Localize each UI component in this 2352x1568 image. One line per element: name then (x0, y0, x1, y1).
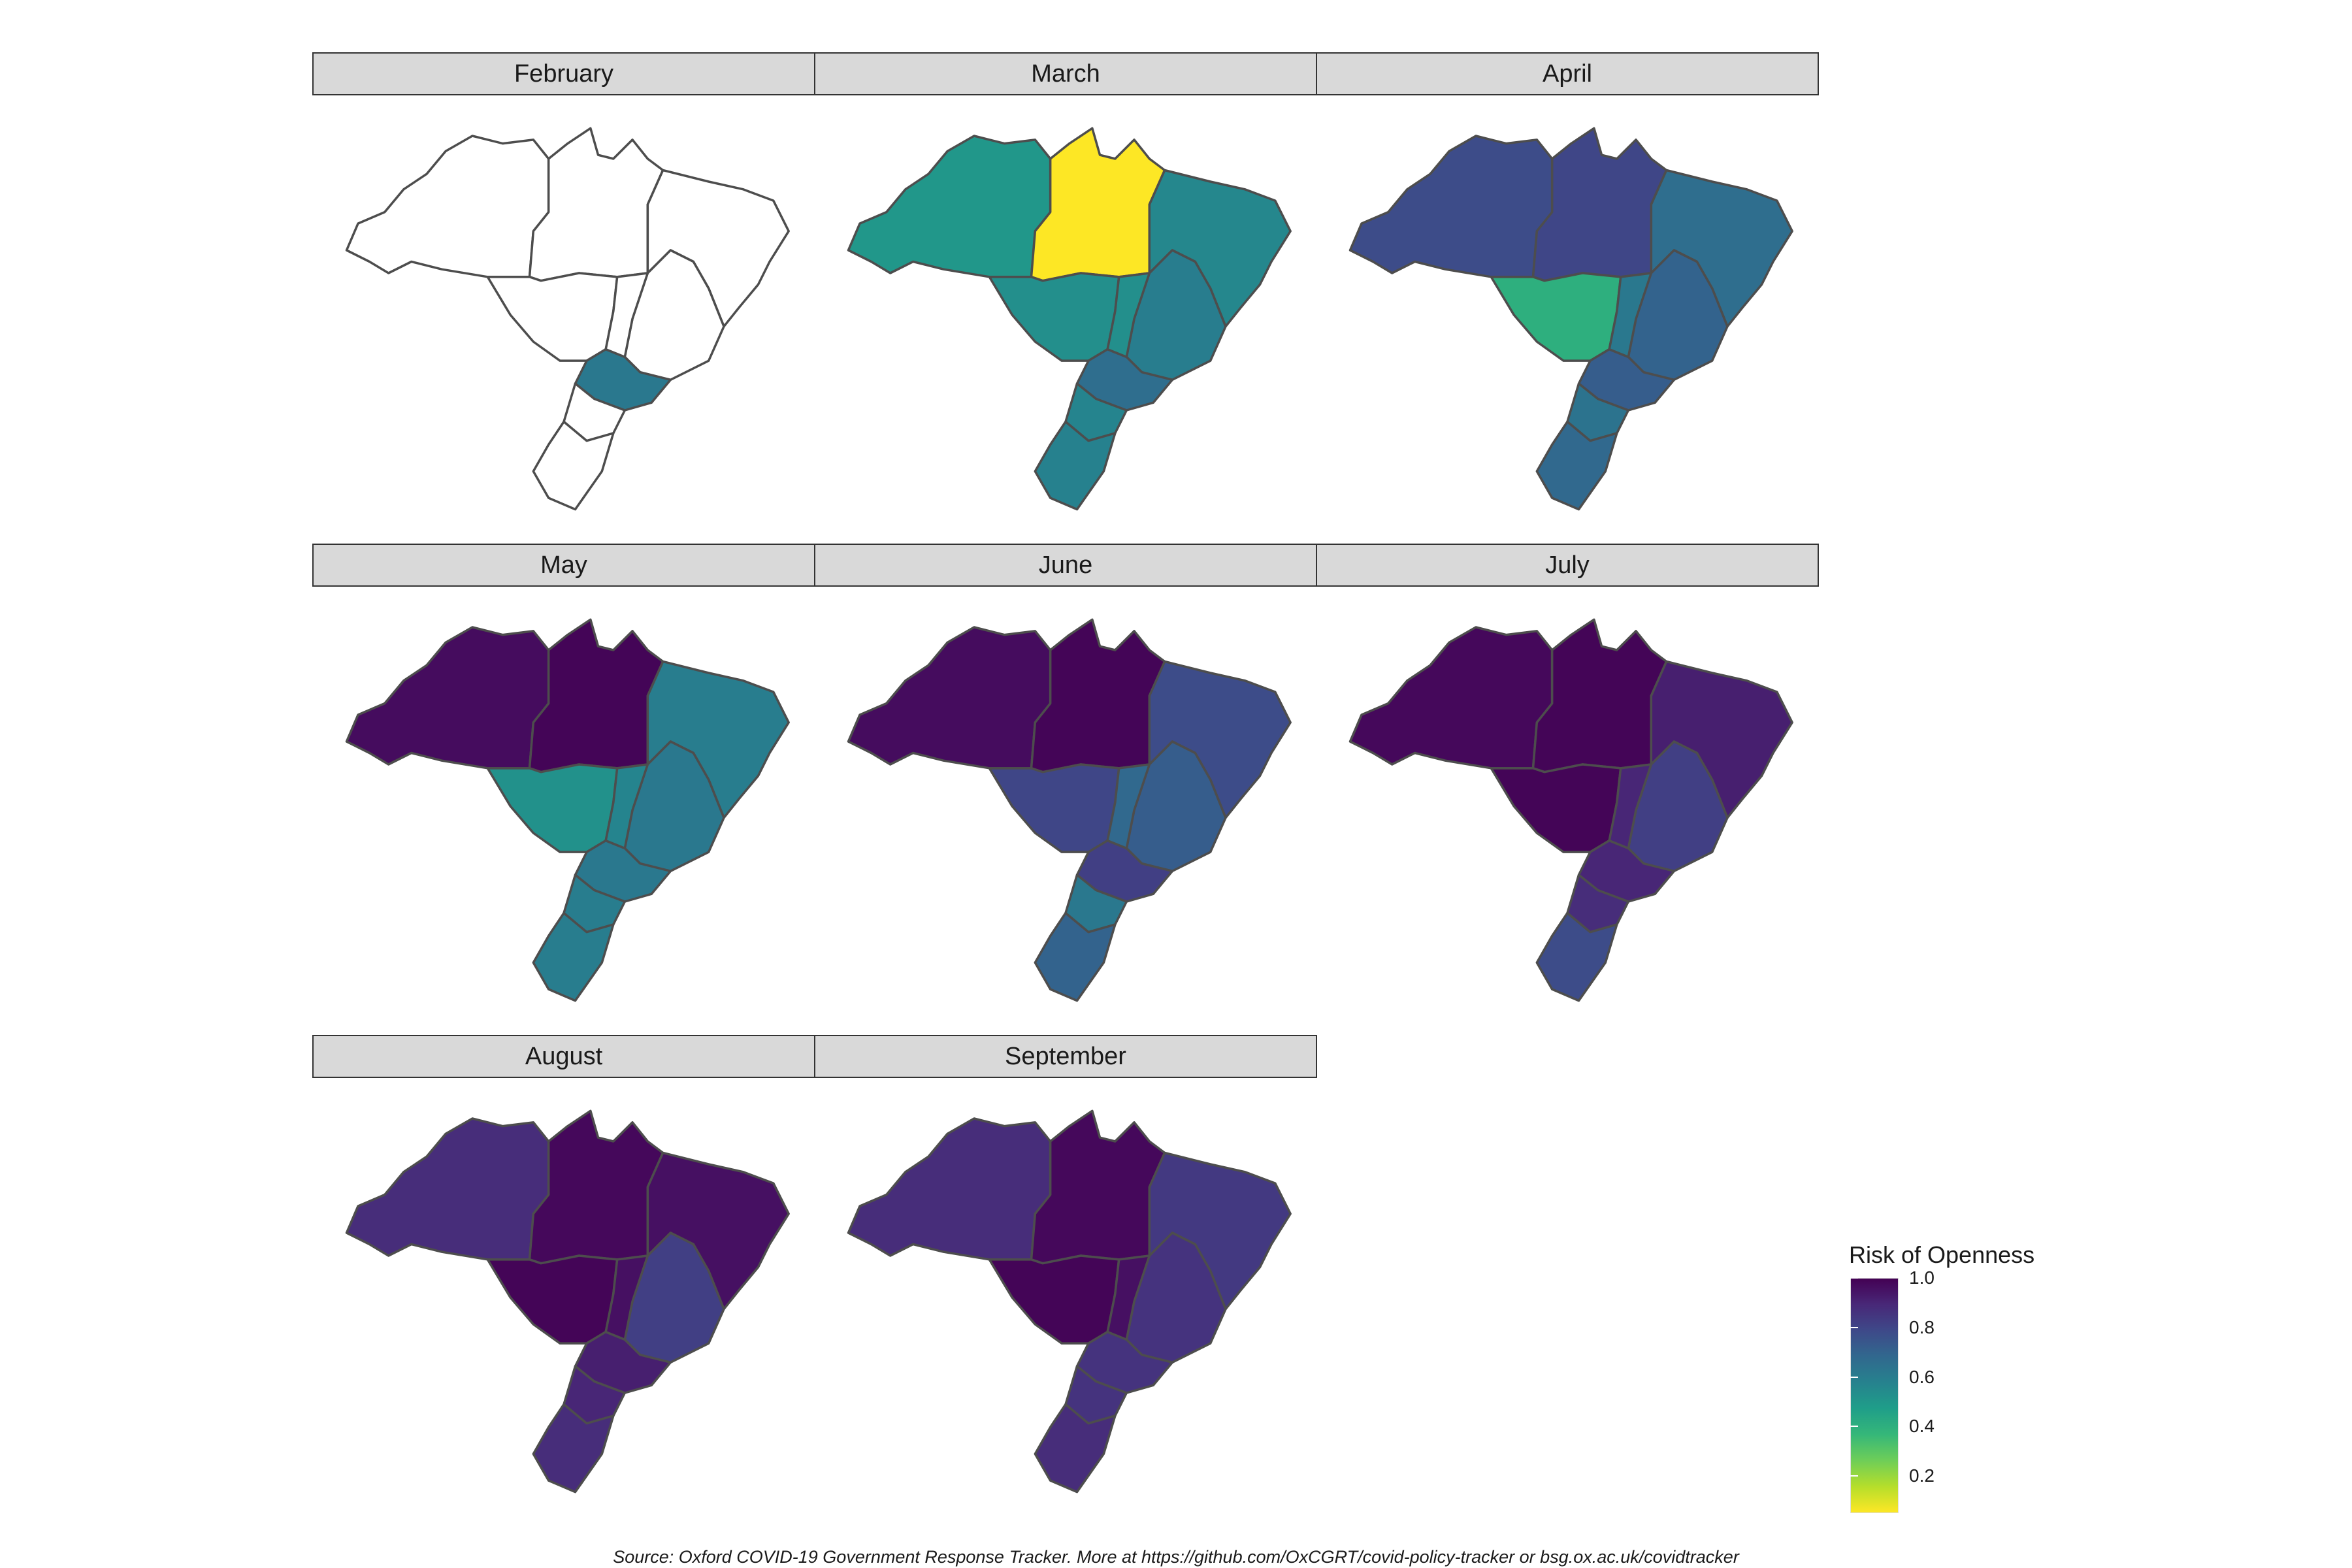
legend-tick-label: 0.6 (1909, 1366, 1935, 1387)
color-legend: Risk of Openness 1.0 0.8 0.6 0.4 0.2 (1849, 1241, 2110, 1529)
state-region-mt (486, 272, 619, 362)
panel-title-july: July (1316, 544, 1819, 587)
state-region-go (1106, 1254, 1151, 1341)
state-region-am (847, 1117, 1052, 1261)
map-panel-april (1316, 95, 1819, 542)
legend-tick-mark (1850, 1277, 1858, 1279)
map-panel-august (312, 1078, 815, 1525)
map-panel-september (814, 1078, 1317, 1525)
state-region-pa (528, 1109, 664, 1265)
legend-tick-label: 0.4 (1909, 1416, 1935, 1437)
legend-tick-mark (1850, 1475, 1858, 1477)
brazil-map (847, 618, 1292, 1002)
source-caption: Source: Oxford COVID-19 Government Respo… (613, 1547, 1739, 1567)
state-region-go (1106, 763, 1151, 850)
state-region-rs (532, 420, 615, 511)
state-region-mt (486, 763, 619, 853)
brazil-map (847, 1109, 1292, 1494)
state-region-mt (988, 763, 1120, 853)
panel-title-march: March (814, 52, 1317, 95)
state-region-rs (532, 911, 615, 1002)
panel-title-april: April (1316, 52, 1819, 95)
state-region-pa (528, 127, 664, 282)
state-region-am (345, 1117, 550, 1261)
state-region-pa (1030, 618, 1166, 774)
panel-title-september: September (814, 1035, 1317, 1078)
state-region-pa (1531, 127, 1668, 282)
state-region-go (1106, 272, 1151, 359)
state-region-rs (1034, 911, 1117, 1002)
brazil-map (847, 127, 1292, 511)
state-region-mt (486, 1254, 619, 1345)
state-region-am (847, 135, 1052, 278)
legend-tick-mark (1850, 1376, 1858, 1378)
state-region-rs (1535, 420, 1618, 511)
map-panel-july (1316, 587, 1819, 1034)
map-panel-march (814, 95, 1317, 542)
state-region-pa (1531, 618, 1668, 774)
brazil-map (345, 618, 790, 1002)
state-region-mt (988, 272, 1120, 362)
legend-tick-mark (1850, 1426, 1858, 1428)
panel-title-may: May (312, 544, 815, 587)
state-region-go (604, 1254, 649, 1341)
state-region-rs (1034, 1403, 1117, 1494)
state-region-go (1608, 763, 1653, 850)
state-region-go (1608, 272, 1653, 359)
state-region-mt (1490, 272, 1622, 362)
state-region-rs (532, 1403, 615, 1494)
panel-title-february: February (312, 52, 815, 95)
state-region-am (345, 135, 550, 278)
map-panel-february (312, 95, 815, 542)
state-region-mt (988, 1254, 1120, 1345)
legend-colorbar (1850, 1278, 1899, 1513)
legend-tick-label: 0.2 (1909, 1465, 1935, 1486)
legend-tick-mark (1850, 1326, 1858, 1328)
state-region-rs (1034, 420, 1117, 511)
legend-title: Risk of Openness (1849, 1241, 2035, 1268)
brazil-map (345, 127, 790, 511)
map-panel-may (312, 587, 815, 1034)
state-region-am (345, 626, 550, 770)
brazil-map (1348, 618, 1793, 1002)
state-region-rs (1535, 911, 1618, 1002)
state-region-go (604, 763, 649, 850)
state-region-go (604, 272, 649, 359)
state-region-am (1348, 626, 1554, 770)
legend-tick-label: 1.0 (1909, 1267, 1935, 1288)
brazil-map (345, 1109, 790, 1494)
legend-tick-label: 0.8 (1909, 1316, 1935, 1337)
brazil-map (1348, 127, 1793, 511)
state-region-am (1348, 135, 1554, 278)
state-region-mt (1490, 763, 1622, 853)
map-panel-june (814, 587, 1317, 1034)
panel-title-june: June (814, 544, 1317, 587)
state-region-pa (1030, 1109, 1166, 1265)
state-region-pa (528, 618, 664, 774)
panel-title-august: August (312, 1035, 815, 1078)
state-region-am (847, 626, 1052, 770)
state-region-pa (1030, 127, 1166, 282)
